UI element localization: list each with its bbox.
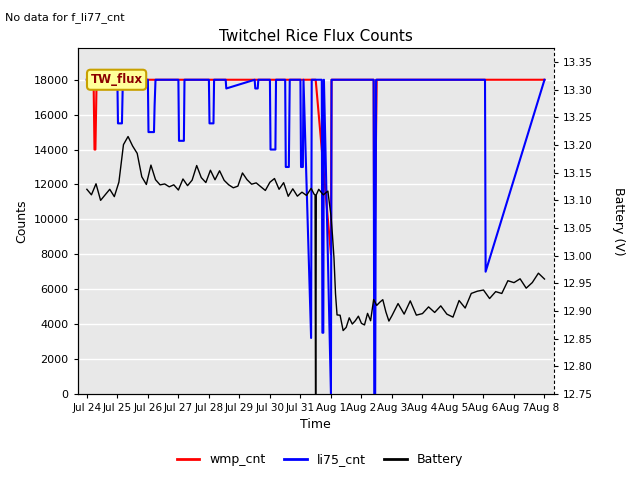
Title: Twitchel Rice Flux Counts: Twitchel Rice Flux Counts [219,29,413,44]
X-axis label: Time: Time [300,419,331,432]
Text: TW_flux: TW_flux [90,73,143,86]
Legend: wmp_cnt, li75_cnt, Battery: wmp_cnt, li75_cnt, Battery [172,448,468,471]
Y-axis label: Counts: Counts [15,199,28,243]
Y-axis label: Battery (V): Battery (V) [612,187,625,255]
Text: No data for f_li77_cnt: No data for f_li77_cnt [5,12,125,23]
